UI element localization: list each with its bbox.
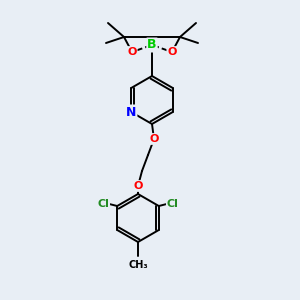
Text: O: O bbox=[167, 47, 177, 57]
Text: B: B bbox=[147, 38, 157, 52]
Text: N: N bbox=[126, 106, 136, 118]
Text: Cl: Cl bbox=[97, 199, 109, 209]
Text: O: O bbox=[127, 47, 137, 57]
Text: O: O bbox=[133, 181, 143, 191]
Text: Cl: Cl bbox=[167, 199, 179, 209]
Text: CH₃: CH₃ bbox=[128, 260, 148, 270]
Text: O: O bbox=[149, 134, 159, 144]
